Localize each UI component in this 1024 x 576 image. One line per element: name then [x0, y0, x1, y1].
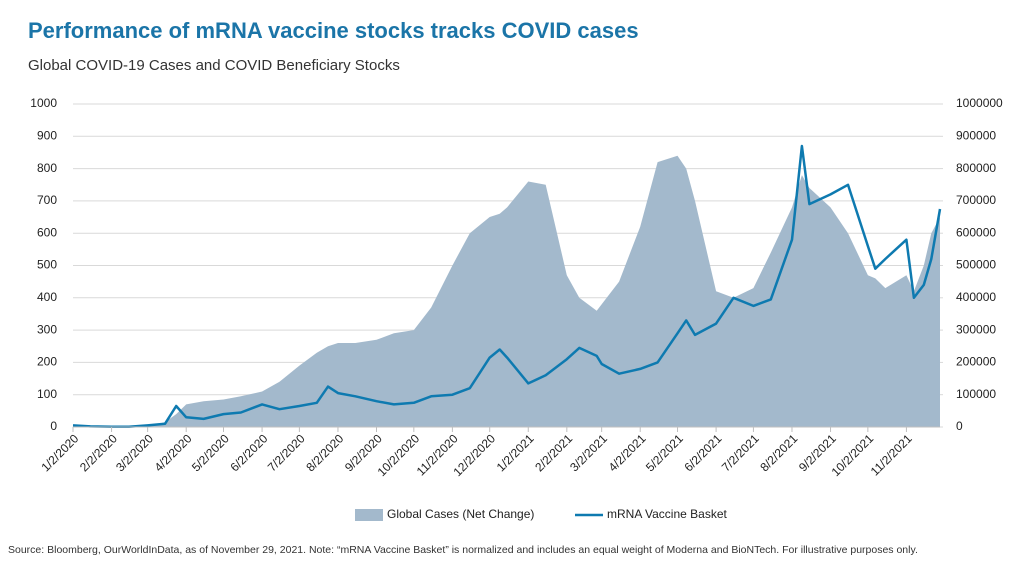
y-tick-label: 100	[37, 387, 57, 401]
y-tick-label: 400	[37, 290, 57, 304]
y2-tick-label: 500000	[956, 258, 996, 272]
y-tick-label: 800	[37, 161, 57, 175]
legend-label: mRNA Vaccine Basket	[607, 507, 727, 521]
y-tick-label: 200	[37, 355, 57, 369]
chart-title: Performance of mRNA vaccine stocks track…	[28, 18, 639, 43]
y2-tick-label: 0	[956, 419, 963, 433]
y2-tick-label: 200000	[956, 355, 996, 369]
x-tick-label: 7/2/2020	[265, 431, 308, 474]
x-tick-label: 5/2/2021	[643, 431, 686, 474]
y-tick-label: 900	[37, 128, 57, 142]
cases-area	[73, 155, 940, 427]
x-tick-label: 2/2/2020	[77, 431, 120, 474]
x-tick-label: 2/2/2021	[532, 431, 575, 474]
y2-tick-label: 1000000	[956, 96, 1003, 110]
source-box: Source: Bloomberg, OurWorldInData, as of…	[8, 544, 918, 556]
x-tick-label: 8/2/2021	[757, 431, 800, 474]
legend-label: Global Cases (Net Change)	[387, 507, 534, 521]
x-tick-label: 7/2/2021	[719, 431, 762, 474]
chart-subtitle: Global COVID-19 Cases and COVID Benefici…	[28, 57, 400, 74]
y-tick-label: 0	[50, 419, 57, 433]
x-tick-label: 1/2/2021	[494, 431, 537, 474]
x-tick-label: 6/2/2021	[682, 431, 725, 474]
y-tick-label: 1000	[30, 96, 57, 110]
y2-tick-label: 300000	[956, 322, 996, 336]
legend-swatch	[355, 509, 383, 521]
x-tick-label: 3/2/2021	[567, 431, 610, 474]
y-tick-label: 300	[37, 322, 57, 336]
x-tick-label: 6/2/2020	[228, 431, 271, 474]
x-tick-label: 11/2/2021	[868, 431, 915, 478]
y2-tick-label: 600000	[956, 225, 996, 239]
basket-line	[72, 144, 942, 428]
x-tick-label: 4/2/2021	[606, 431, 649, 474]
x-tick-label: 5/2/2020	[189, 431, 232, 474]
y2-tick-label: 800000	[956, 161, 996, 175]
y2-tick-label: 700000	[956, 193, 996, 207]
y-tick-label: 700	[37, 193, 57, 207]
y2-tick-label: 900000	[956, 128, 996, 142]
x-tick-label: 3/2/2020	[113, 431, 156, 474]
y-tick-label: 600	[37, 225, 57, 239]
source-note: Source: Bloomberg, OurWorldInData, as of…	[8, 544, 918, 556]
y2-tick-label: 400000	[956, 290, 996, 304]
x-tick-label: 4/2/2020	[152, 431, 195, 474]
x-tick-label: 8/2/2020	[303, 431, 346, 474]
y-tick-label: 500	[37, 258, 57, 272]
y2-tick-label: 100000	[956, 387, 996, 401]
x-tick-label: 1/2/2020	[38, 431, 81, 474]
